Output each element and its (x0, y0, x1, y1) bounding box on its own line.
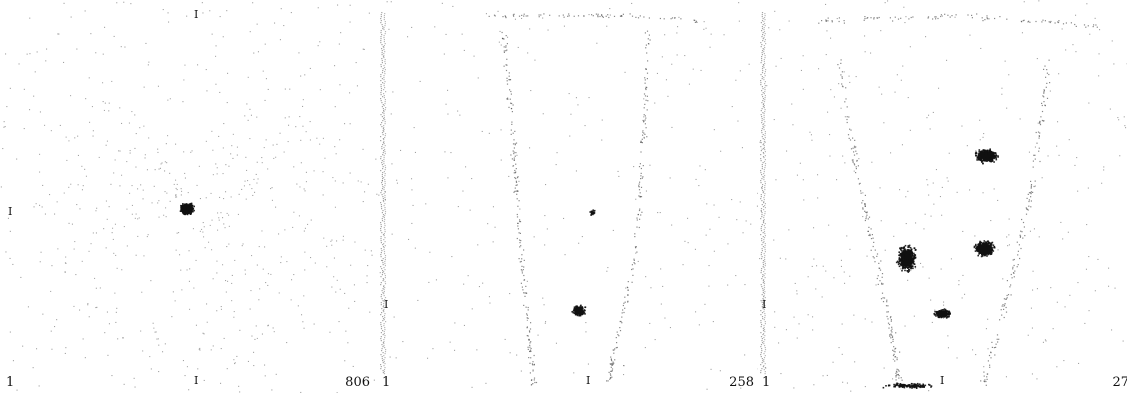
corner-label-right: 27 (1112, 375, 1127, 390)
scan-panel-2: I I I 1 258 (378, 0, 758, 393)
scale-bar (380, 12, 387, 375)
orientation-tick-bottom: I (194, 374, 199, 387)
corner-label-left: 1 (6, 375, 15, 390)
background-speckle (0, 1, 378, 393)
scan-image-1 (0, 1, 378, 393)
corner-label-right: 258 (729, 375, 754, 390)
corner-label-left: 1 (762, 375, 771, 390)
uptake-focus-pelvic (571, 209, 596, 317)
background-speckle (378, 1, 758, 390)
orientation-tick-top: I (194, 8, 199, 21)
corner-label-left: 1 (382, 375, 391, 390)
scan-image-2 (378, 1, 758, 390)
orientation-tick-left-lower: I (384, 298, 389, 311)
corner-label-right: 806 (345, 375, 370, 390)
orientation-tick-left: I (762, 298, 767, 311)
orientation-tick-left: I (8, 205, 13, 218)
body-outline-speckle (818, 13, 1098, 386)
uptake-focus-central (179, 202, 195, 216)
background-speckle (759, 0, 1127, 392)
scan-image-3 (759, 0, 1127, 392)
orientation-tick-bottom: I (586, 374, 591, 387)
scan-panel-3: I I 1 27 (758, 0, 1127, 393)
scale-bar (760, 12, 767, 375)
uptake-foci (882, 148, 999, 389)
orientation-tick-bottom: I (940, 374, 945, 387)
body-outline-speckle (488, 13, 698, 386)
scan-panel-1: I I I 1 806 (0, 0, 378, 393)
